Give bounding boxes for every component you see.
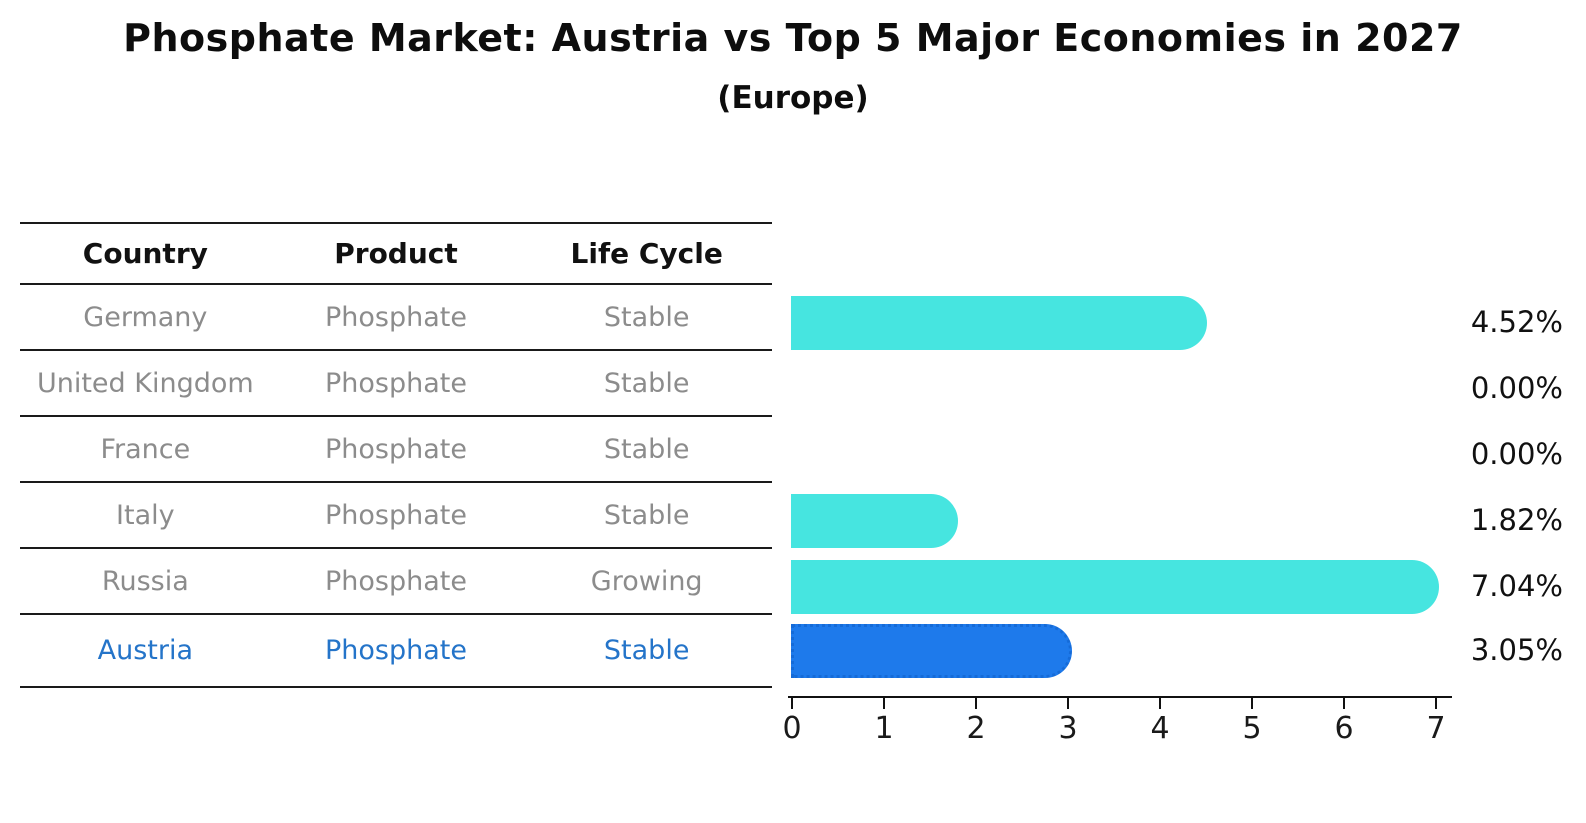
cell-country: Russia	[101, 565, 189, 597]
value-label-italy: 1.82%	[1470, 503, 1563, 537]
x-axis-tick-label-3: 3	[1058, 711, 1078, 746]
cell-product: Phosphate	[325, 367, 467, 399]
x-axis-tick-label-1: 1	[874, 711, 894, 746]
table-row-france: France Phosphate Stable	[20, 415, 772, 481]
chart-subtitle: (Europe)	[717, 80, 869, 116]
cell-product: Phosphate	[325, 635, 467, 666]
value-label-austria: 3.05%	[1470, 633, 1563, 667]
x-axis-tick-label-0: 0	[782, 711, 802, 746]
cell-product: Phosphate	[325, 433, 467, 465]
value-label-germany: 4.52%	[1470, 305, 1563, 339]
x-axis-tick-label-7: 7	[1426, 711, 1446, 746]
x-axis-tick-label-5: 5	[1242, 711, 1262, 746]
cell-country: Italy	[116, 499, 175, 531]
table-row-germany: Germany Phosphate Stable	[20, 283, 772, 349]
column-header-product: Product	[334, 237, 458, 270]
x-axis-tick-6	[1343, 698, 1345, 709]
cell-life-cycle: Stable	[603, 499, 690, 531]
column-header-lifecycle: Life Cycle	[570, 237, 723, 270]
cell-country: France	[100, 433, 191, 465]
column-header-country: Country	[82, 237, 208, 270]
cell-life-cycle: Stable	[603, 301, 690, 333]
table-header-row: Country Product Life Cycle	[20, 222, 772, 283]
table-row-russia: Russia Phosphate Growing	[20, 547, 772, 613]
x-axis-tick-5	[1251, 698, 1253, 709]
cell-life-cycle: Stable	[603, 367, 690, 399]
cell-life-cycle: Stable	[603, 635, 690, 666]
x-axis-tick-0	[791, 698, 793, 709]
chart-title: Phosphate Market: Austria vs Top 5 Major…	[123, 16, 1463, 60]
x-axis-tick-label-2: 2	[966, 711, 986, 746]
cell-product: Phosphate	[325, 499, 467, 531]
bar-russia	[791, 560, 1439, 614]
country-table: Country Product Life Cycle Germany Phosph…	[20, 222, 772, 688]
cell-country: United Kingdom	[36, 367, 254, 399]
table-body: Germany Phosphate Stable United Kingdom Phos…	[20, 283, 772, 686]
bar-germany	[791, 296, 1207, 350]
table-row-austria: Austria Phosphate Stable	[20, 613, 772, 686]
x-axis-line	[788, 696, 1452, 698]
value-label-united-kingdom: 0.00%	[1470, 371, 1563, 405]
x-axis-tick-1	[883, 698, 885, 709]
cell-product: Phosphate	[325, 565, 467, 597]
bar-italy	[791, 494, 958, 548]
cell-product: Phosphate	[325, 301, 467, 333]
table-row-united-kingdom: United Kingdom Phosphate Stable	[20, 349, 772, 415]
x-axis-tick-4	[1159, 698, 1161, 709]
x-axis-tick-2	[975, 698, 977, 709]
x-axis-tick-label-6: 6	[1334, 711, 1354, 746]
bar-austria	[791, 624, 1072, 678]
cell-life-cycle: Stable	[603, 433, 690, 465]
cell-country: Germany	[83, 301, 208, 333]
x-axis-tick-3	[1067, 698, 1069, 709]
x-axis-tick-7	[1435, 698, 1437, 709]
x-axis-tick-label-4: 4	[1150, 711, 1170, 746]
table-row-italy: Italy Phosphate Stable	[20, 481, 772, 547]
cell-life-cycle: Growing	[590, 565, 703, 597]
value-label-russia: 7.04%	[1470, 569, 1563, 603]
cell-country: Austria	[97, 635, 194, 666]
value-label-france: 0.00%	[1470, 437, 1563, 471]
